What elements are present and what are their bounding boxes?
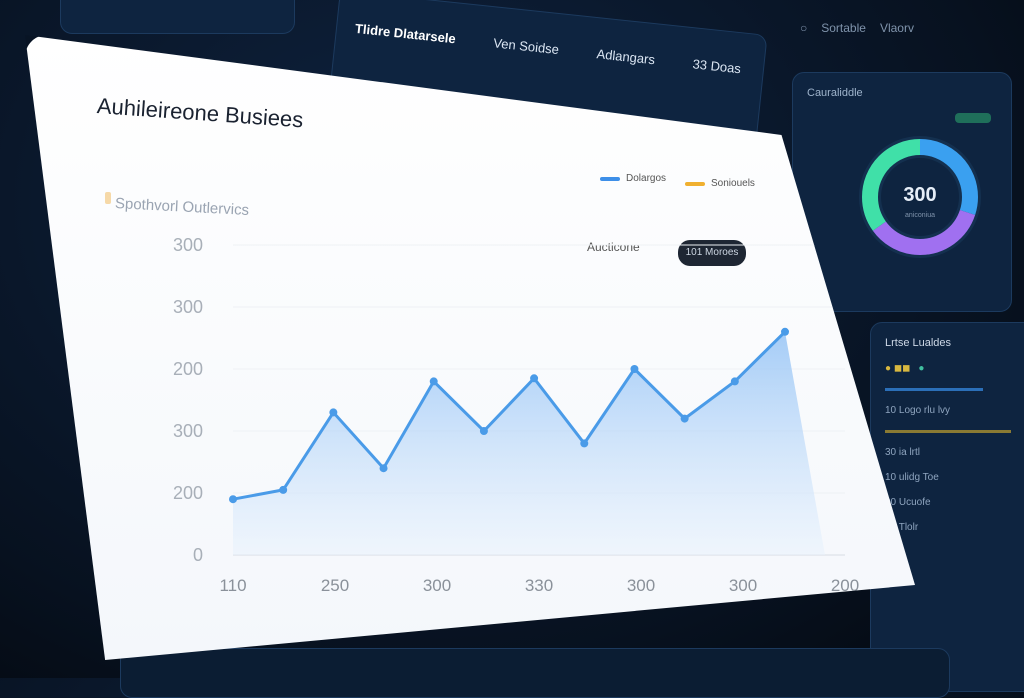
y-tick-label: 0: [193, 545, 203, 565]
data-point[interactable]: [379, 464, 388, 473]
legend-label: Soniouels: [711, 178, 755, 189]
search-icon[interactable]: ○: [800, 20, 808, 35]
donut-value: 300: [903, 184, 936, 206]
list-legend: ● ◼◼ ●: [885, 363, 925, 374]
donut-panel-title: Cauraliddle: [807, 87, 863, 99]
nav-item[interactable]: Tlidre Dlatarsele: [354, 20, 457, 47]
nav-item[interactable]: 33 Doas: [691, 56, 742, 77]
toolbar-item[interactable]: Sortable: [821, 20, 866, 35]
donut-panel: Cauraliddle 300 aniconiua: [792, 72, 1012, 312]
chart-card: Auhileireone Busiees Spothvorl Outlervic…: [25, 35, 915, 660]
list-item[interactable]: 10 Tlolr: [885, 522, 919, 533]
donut-segment: [862, 139, 978, 255]
data-point[interactable]: [279, 485, 288, 494]
donut-segment: [862, 139, 978, 255]
x-tick-label: 300: [729, 576, 757, 595]
list-panel-title: Lrtse Lualdes: [885, 337, 952, 349]
nav-item[interactable]: Adlangars: [595, 46, 656, 68]
x-tick-label: 330: [525, 576, 553, 595]
toolbar-item[interactable]: Vlaorv: [879, 20, 914, 35]
donut-sub: aniconiua: [905, 212, 935, 219]
data-point[interactable]: [630, 365, 639, 373]
legend-swatch: [600, 176, 620, 181]
series-line: [232, 330, 787, 501]
list-item[interactable]: 10 ulidg Toe: [885, 472, 939, 483]
data-point[interactable]: [730, 377, 739, 386]
legend-label: Dolargos: [626, 173, 667, 184]
area-fill: [233, 331, 825, 555]
y-tick-label: 300: [173, 235, 203, 255]
divider: [885, 430, 1011, 433]
list-item[interactable]: 00 Ucuofe: [885, 497, 931, 508]
subtitle-marker: [105, 192, 111, 204]
x-tick-label: 300: [423, 576, 451, 595]
x-tick-label: 250: [321, 576, 349, 595]
list-item[interactable]: 10 Logo rlu lvy: [885, 405, 951, 416]
data-point[interactable]: [680, 414, 689, 423]
data-point[interactable]: [329, 408, 338, 417]
data-point[interactable]: [229, 495, 237, 504]
status-badge: [955, 113, 991, 123]
donut-chart: 300 aniconiua: [859, 136, 981, 258]
data-point[interactable]: [479, 427, 488, 435]
x-tick-label: 300: [627, 576, 655, 595]
line-chart: 0 200 300 200 300 300 110 250 300 330 300 300 200: [173, 235, 859, 595]
y-tick-label: 300: [173, 421, 203, 441]
top-right-toolbar: ○ Sortable Vlaorv: [790, 5, 990, 50]
nav-item[interactable]: Ven Soidse: [492, 35, 560, 58]
range-label: Aucticone: [587, 240, 640, 254]
x-tick-label: 200: [831, 576, 859, 595]
list-panel: Lrtse Lualdes ● ◼◼ ● 10 Logo rlu lvy 30 i…: [870, 322, 1024, 692]
range-button[interactable]: 101 Moroes: [678, 240, 746, 266]
progress-bar: [885, 388, 983, 391]
top-left-panel: [60, 0, 295, 34]
y-tick-label: 300: [173, 297, 203, 317]
list-item[interactable]: 30 ia lrtl: [885, 447, 921, 458]
legend-item: Soniouels: [685, 178, 755, 189]
data-point[interactable]: [530, 374, 539, 383]
data-point[interactable]: [781, 327, 789, 336]
data-point[interactable]: [580, 439, 589, 448]
x-tick-label: 110: [219, 576, 246, 595]
y-tick-label: 200: [173, 483, 203, 503]
legend-item: Dolargos: [600, 173, 666, 184]
bottom-panel: [120, 648, 950, 698]
y-tick-label: 200: [173, 359, 203, 379]
data-point[interactable]: [429, 377, 438, 386]
legend-swatch: [685, 181, 705, 186]
